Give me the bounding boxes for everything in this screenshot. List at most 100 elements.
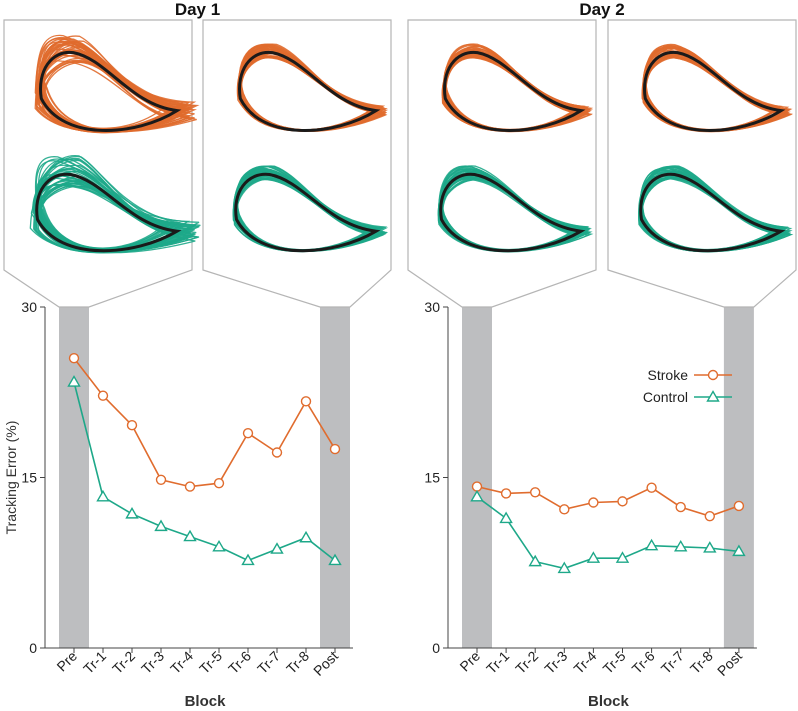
reference-trajectory — [238, 51, 381, 132]
data-point-control — [470, 489, 484, 502]
reference-trajectory — [643, 51, 786, 132]
control-trajectories — [232, 165, 389, 253]
data-series — [67, 352, 746, 574]
data-point-stroke — [300, 396, 312, 407]
highlight-band-post — [320, 307, 350, 648]
data-point-control — [673, 539, 688, 552]
reference-trajectory — [35, 172, 182, 253]
data-point-control — [557, 561, 572, 574]
data-point-control — [732, 544, 746, 557]
series-stroke — [68, 352, 341, 492]
x-tick-label: Tr-1 — [483, 648, 512, 677]
y-tick-label: 15 — [424, 470, 440, 486]
x-tick-label: Tr-2 — [109, 648, 138, 677]
data-point-stroke — [646, 482, 657, 493]
series-line-stroke — [476, 485, 740, 517]
x-tick-label: Pre — [456, 648, 483, 675]
trajectory-trace — [34, 37, 173, 129]
control-trajectories — [437, 165, 594, 253]
data-point-control — [328, 553, 342, 566]
x-tick-label: Tr-6 — [629, 648, 658, 677]
data-point-stroke — [126, 420, 138, 431]
panel-title: Day 1 — [175, 0, 220, 19]
legend-marker-stroke — [707, 369, 719, 381]
x-tick-label: Tr-4 — [167, 648, 196, 677]
x-tick-label: Post — [310, 648, 341, 679]
inset-pre — [407, 19, 597, 308]
reference-trajectory — [439, 172, 586, 253]
data-point-stroke — [213, 477, 225, 489]
y-tick-label: 30 — [424, 299, 440, 315]
data-point-control — [299, 530, 313, 543]
x-tick-label: Tr-1 — [80, 648, 109, 677]
data-point-control — [528, 554, 542, 567]
data-point-control — [586, 551, 601, 563]
y-axis-label: Tracking Error (%) — [3, 421, 19, 535]
inset-post — [607, 19, 797, 308]
series-control — [67, 375, 342, 566]
series-line-stroke — [73, 357, 336, 488]
reference-trajectory — [443, 51, 586, 132]
data-point-control — [241, 553, 255, 566]
data-point-control — [212, 539, 226, 552]
data-point-control — [644, 538, 659, 551]
reference-trajectory — [639, 172, 786, 253]
stroke-trajectories — [641, 43, 793, 133]
data-point-control — [703, 541, 717, 553]
legend: Stroke Control — [643, 367, 732, 405]
y-tick-label: 0 — [432, 640, 440, 656]
data-point-control — [499, 511, 513, 524]
data-point-control — [270, 542, 284, 554]
x-tick-label: Pre — [53, 648, 80, 675]
x-tick-label: Tr-3 — [138, 648, 167, 677]
series-stroke — [471, 481, 745, 522]
data-point-stroke — [68, 352, 80, 364]
inset-pre — [3, 19, 201, 308]
data-point-stroke — [733, 500, 745, 512]
inset-post — [202, 19, 392, 308]
data-point-stroke — [329, 443, 341, 455]
x-tick-label: Tr-7 — [658, 648, 687, 677]
x-tick-label: Tr-8 — [283, 648, 312, 677]
y-tick-label: 0 — [29, 640, 37, 656]
trajectory-insets — [3, 19, 797, 308]
x-tick-label: Tr-8 — [687, 648, 716, 677]
legend-marker-control — [706, 390, 720, 402]
x-tick-label: Tr-6 — [225, 648, 254, 677]
highlight-bands — [59, 307, 754, 648]
axes — [40, 306, 757, 653]
data-point-stroke — [471, 481, 483, 492]
stroke-trajectories — [236, 43, 389, 132]
data-point-stroke — [675, 501, 686, 513]
data-point-control — [154, 519, 168, 532]
y-tick-label: 30 — [21, 299, 37, 315]
legend-label-stroke: Stroke — [648, 367, 689, 383]
control-trajectories — [638, 165, 794, 253]
data-point-stroke — [242, 427, 254, 439]
legend-label-control: Control — [643, 389, 688, 405]
x-tick-label: Tr-5 — [600, 648, 629, 677]
data-point-control — [125, 506, 139, 519]
y-tick-label: 15 — [21, 470, 37, 486]
data-point-control — [67, 375, 81, 387]
x-tick-label: Tr-2 — [512, 648, 541, 677]
x-tick-label: Tr-5 — [196, 648, 225, 677]
x-tick-label: Tr-3 — [541, 648, 570, 677]
data-point-stroke — [588, 497, 599, 508]
x-axis-label: Block — [185, 693, 227, 710]
data-point-stroke — [704, 510, 715, 522]
data-point-stroke — [617, 496, 628, 507]
data-point-stroke — [155, 474, 167, 485]
data-point-control — [615, 551, 630, 563]
data-point-stroke — [184, 481, 196, 492]
x-axis-label: Block — [588, 693, 630, 710]
stroke-trajectories — [34, 34, 200, 134]
control-trajectories — [29, 155, 201, 254]
highlight-band-pre — [462, 307, 492, 648]
series-control — [470, 489, 746, 574]
data-point-control — [183, 529, 197, 542]
data-point-control — [96, 489, 110, 502]
x-tick-label: Post — [714, 648, 745, 679]
trajectory-trace — [32, 180, 189, 252]
